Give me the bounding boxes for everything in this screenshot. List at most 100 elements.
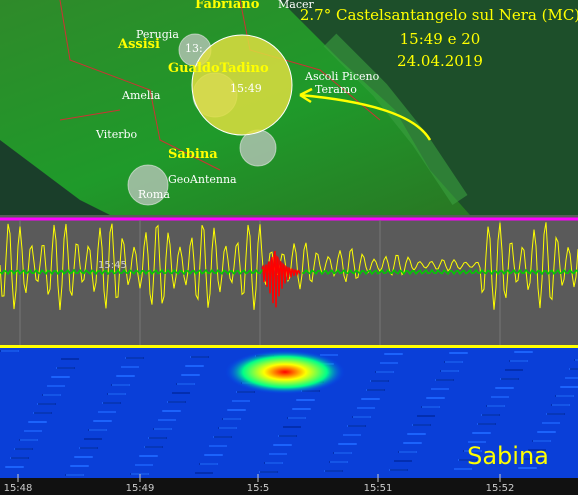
noise — [24, 430, 42, 432]
noise — [547, 413, 565, 415]
noise — [399, 451, 417, 453]
noise — [422, 406, 440, 408]
map-label: Ascoli Piceno — [304, 70, 380, 83]
noise — [89, 429, 107, 431]
noise — [126, 357, 144, 359]
noise — [237, 391, 255, 393]
noise — [71, 465, 89, 467]
noise — [205, 454, 223, 456]
arrow — [299, 93, 432, 141]
noise — [61, 358, 79, 360]
noise — [103, 402, 121, 404]
noise — [561, 386, 578, 388]
noise — [353, 416, 371, 418]
noise — [149, 437, 167, 439]
noise — [362, 398, 380, 400]
noise — [38, 403, 56, 405]
noise — [112, 384, 130, 386]
noise — [473, 432, 491, 434]
noise — [413, 424, 431, 426]
noise — [478, 423, 496, 425]
noise — [533, 440, 551, 442]
noise — [274, 444, 292, 446]
noise — [20, 439, 38, 441]
noise — [43, 394, 61, 396]
seismogram: 15:45 — [0, 215, 578, 345]
noise — [491, 396, 509, 398]
noise — [140, 455, 158, 457]
station-label: Sabina — [467, 442, 549, 470]
noise — [29, 421, 47, 423]
noise — [117, 375, 135, 377]
noise — [293, 408, 311, 410]
noise — [367, 389, 385, 391]
noise — [441, 370, 459, 372]
noise — [505, 369, 523, 371]
time-label: 15:45 — [98, 260, 127, 271]
noise — [357, 407, 375, 409]
noise — [288, 417, 306, 419]
noise — [515, 351, 533, 353]
noise — [385, 353, 403, 355]
noise — [538, 431, 556, 433]
map-label: Assisi — [117, 37, 160, 52]
noise — [219, 427, 237, 429]
event-trace — [261, 250, 301, 308]
noise — [168, 401, 186, 403]
noise — [334, 452, 352, 454]
noise — [154, 428, 172, 430]
map-label: Fabriano — [195, 0, 260, 12]
noise — [510, 360, 528, 362]
map-label: Roma — [138, 188, 170, 201]
noise — [232, 400, 250, 402]
map-label: 15:49 — [230, 82, 262, 95]
noise — [75, 456, 93, 458]
map-label: Sabina — [168, 147, 218, 162]
time-tick: 15:52 — [486, 483, 515, 494]
noise — [34, 412, 52, 414]
time-tick: 15:48 — [4, 483, 33, 494]
noise — [297, 399, 315, 401]
noise — [427, 397, 445, 399]
noise — [186, 365, 204, 367]
noise — [182, 374, 200, 376]
noise — [552, 404, 570, 406]
noise — [135, 464, 153, 466]
noise — [195, 472, 213, 474]
noise — [158, 419, 176, 421]
noise — [445, 361, 463, 363]
noise — [436, 379, 454, 381]
noise — [320, 354, 338, 356]
time-tick: 15:49 — [126, 483, 155, 494]
noise — [260, 471, 278, 473]
noise — [145, 446, 163, 448]
noise — [15, 448, 33, 450]
noise — [496, 387, 514, 389]
spectrogram: Sabina — [0, 345, 578, 478]
noise — [570, 368, 578, 370]
event-circle — [191, 34, 293, 136]
noise — [454, 468, 472, 470]
noise — [542, 422, 560, 424]
noise — [98, 411, 116, 413]
noise — [163, 410, 181, 412]
noise — [57, 367, 75, 369]
time-axis — [0, 478, 578, 495]
map-label: Macer — [278, 0, 314, 11]
noise — [6, 466, 24, 468]
noise — [177, 383, 195, 385]
sea-west — [0, 140, 110, 215]
noise — [283, 426, 301, 428]
map-label: Amelia — [121, 89, 161, 102]
noise — [330, 461, 348, 463]
trace — [0, 268, 578, 276]
noise — [468, 441, 486, 443]
noise — [80, 447, 98, 449]
noise — [380, 362, 398, 364]
noise — [343, 434, 361, 436]
noise — [565, 377, 578, 379]
noise — [528, 449, 546, 451]
noise — [408, 433, 426, 435]
noise — [519, 467, 537, 469]
